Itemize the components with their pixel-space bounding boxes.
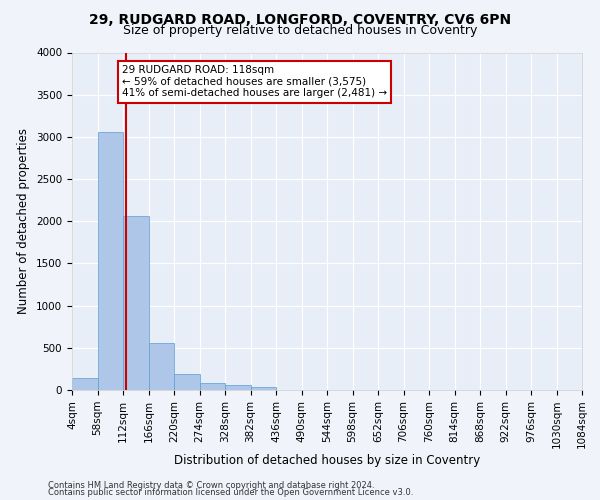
Bar [123,216,149,390]
Bar [72,378,97,390]
Text: Contains HM Land Registry data © Crown copyright and database right 2024.: Contains HM Land Registry data © Crown c… [48,480,374,490]
Bar [251,386,276,390]
Y-axis label: Number of detached properties: Number of detached properties [17,128,31,314]
Text: Size of property relative to detached houses in Coventry: Size of property relative to detached ho… [123,24,477,37]
Bar [174,374,199,390]
Bar [200,383,225,390]
Bar [149,343,174,390]
Text: 29 RUDGARD ROAD: 118sqm
← 59% of detached houses are smaller (3,575)
41% of semi: 29 RUDGARD ROAD: 118sqm ← 59% of detache… [122,65,387,98]
Bar [225,386,251,390]
Text: Contains public sector information licensed under the Open Government Licence v3: Contains public sector information licen… [48,488,413,497]
Bar [97,132,123,390]
Text: 29, RUDGARD ROAD, LONGFORD, COVENTRY, CV6 6PN: 29, RUDGARD ROAD, LONGFORD, COVENTRY, CV… [89,12,511,26]
X-axis label: Distribution of detached houses by size in Coventry: Distribution of detached houses by size … [174,454,480,467]
